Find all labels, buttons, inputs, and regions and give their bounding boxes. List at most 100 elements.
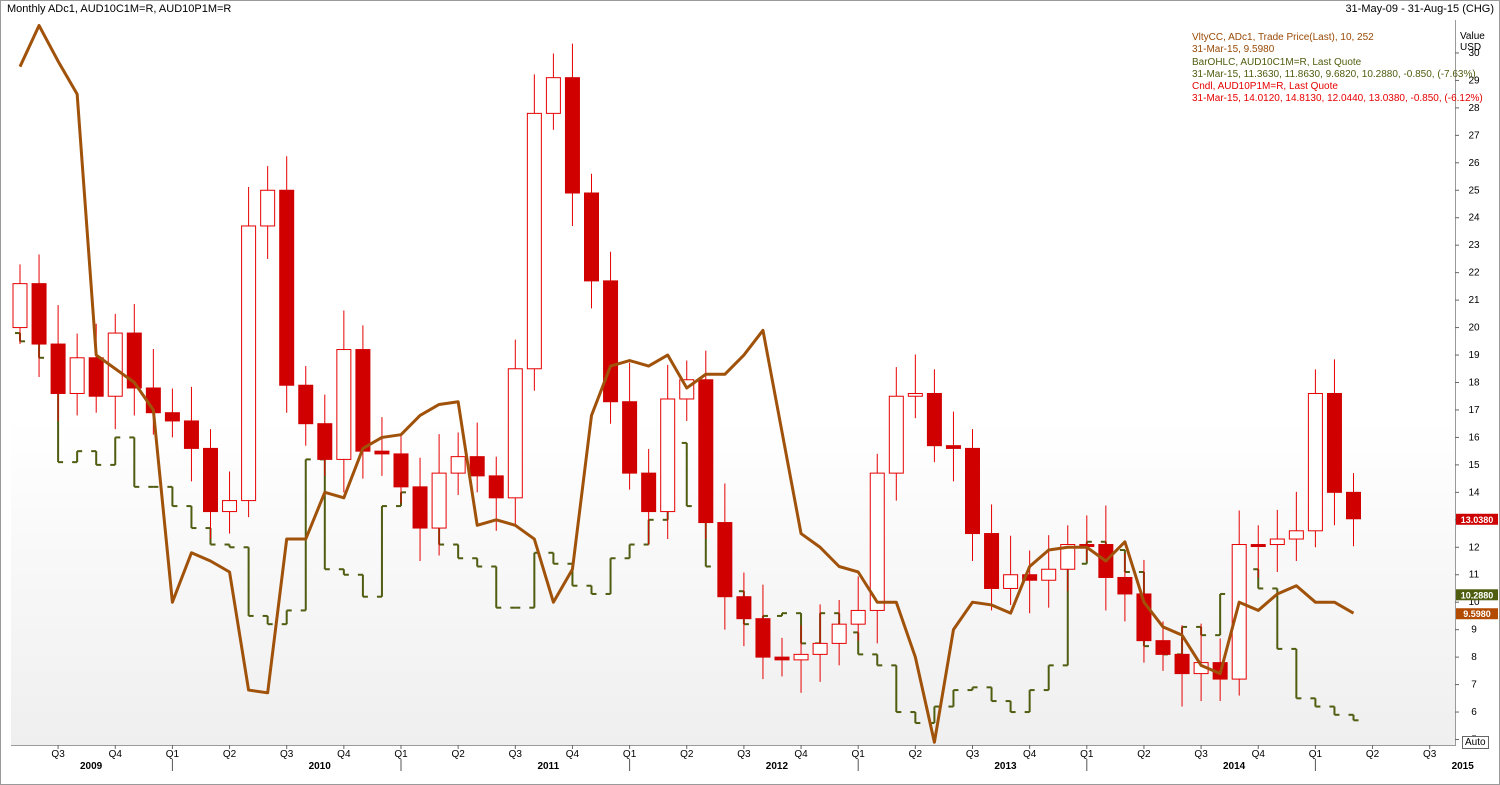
- candle: [260, 189, 276, 227]
- x-year-label: 2010: [309, 761, 332, 772]
- x-quarter-label: Q2: [451, 749, 465, 760]
- candle: [1346, 491, 1361, 520]
- candle: [450, 456, 466, 474]
- last-value-tag: 10.2880: [1456, 589, 1498, 601]
- x-quarter-label: Q2: [1137, 749, 1151, 760]
- x-quarter-label: Q4: [566, 749, 580, 760]
- volatility-line: [18, 23, 1355, 744]
- y-tick-label: 29: [1468, 75, 1480, 86]
- candle: [1117, 576, 1133, 595]
- x-quarter-label: Q3: [737, 749, 751, 760]
- candle: [1269, 538, 1285, 546]
- y-tick-label: 9: [1471, 625, 1477, 636]
- candle: [641, 472, 657, 513]
- candle: [660, 398, 676, 513]
- x-quarter-label: Q2: [680, 749, 694, 760]
- y-tick-label: 15: [1468, 460, 1480, 471]
- candle: [88, 357, 104, 397]
- y-tick-label: 18: [1468, 378, 1480, 389]
- x-year-label: 2014: [1223, 761, 1246, 772]
- x-quarter-label: Q1: [1080, 749, 1094, 760]
- y-tick-label: 17: [1468, 405, 1480, 416]
- last-value-tag: 13.0380: [1456, 513, 1498, 525]
- candle: [126, 332, 142, 389]
- chart-title: Monthly ADc1, AUD10C1M=R, AUD10P1M=R: [7, 3, 232, 15]
- x-quarter-label: Q1: [852, 749, 866, 760]
- y-tick-label: 24: [1468, 213, 1480, 224]
- legend: VltyCC, ADc1, Trade Price(Last), 10, 252…: [1192, 32, 1483, 106]
- plot-area[interactable]: [11, 20, 1456, 746]
- candle: [412, 486, 428, 529]
- candle: [984, 533, 1000, 589]
- candle: [507, 368, 523, 499]
- x-quarter-label: Q4: [1023, 749, 1037, 760]
- x-year-label: 2011: [537, 761, 559, 772]
- legend-line-value: 31-Mar-15, 9.5980: [1192, 44, 1275, 56]
- y-tick-label: 26: [1468, 158, 1480, 169]
- x-quarter-label: Q3: [1423, 749, 1437, 760]
- candle-series: [12, 43, 1361, 707]
- candle: [50, 343, 66, 394]
- candle: [698, 379, 714, 524]
- candle: [1022, 574, 1038, 581]
- y-tick-label: 27: [1468, 130, 1480, 141]
- y-tick-label: 19: [1468, 350, 1480, 361]
- auto-scale-button[interactable]: Auto: [1462, 736, 1489, 749]
- candle: [1174, 653, 1190, 675]
- last-value-tag-text: 10.2880: [1461, 590, 1494, 600]
- y-tick-label: 14: [1468, 487, 1480, 498]
- x-quarter-label: Q2: [1366, 749, 1380, 760]
- x-quarter-label: Q1: [394, 749, 408, 760]
- candle: [1231, 544, 1247, 680]
- candle: [965, 447, 980, 535]
- last-value-tag-bg: [1456, 608, 1498, 620]
- candle: [488, 475, 504, 499]
- candle: [241, 225, 257, 502]
- y-tick-label: 21: [1468, 295, 1480, 306]
- y-tick-label: 12: [1468, 542, 1480, 553]
- x-quarter-label: Q4: [1252, 749, 1266, 760]
- y-tick-label: 10: [1468, 597, 1480, 608]
- x-quarter-label: Q3: [509, 749, 523, 760]
- candle: [1041, 568, 1057, 581]
- candle: [31, 283, 47, 345]
- x-quarter-label: Q3: [966, 749, 980, 760]
- candle: [812, 642, 828, 655]
- candle: [793, 653, 809, 661]
- candle: [1060, 544, 1076, 570]
- x-quarter-label: Q3: [51, 749, 65, 760]
- candle: [183, 420, 199, 449]
- x-year-label: 2013: [994, 761, 1017, 772]
- candle: [945, 445, 961, 449]
- y-tick-label: 25: [1468, 185, 1480, 196]
- candle: [355, 349, 371, 452]
- x-year-label: 2015: [1452, 761, 1475, 772]
- candle: [774, 656, 790, 661]
- x-quarter-label: Q2: [909, 749, 923, 760]
- candle: [831, 623, 847, 644]
- x-year-label: 2012: [766, 761, 789, 772]
- y-tick-label: 16: [1468, 432, 1480, 443]
- x-quarter-label: Q2: [223, 749, 237, 760]
- candle: [374, 450, 390, 455]
- candle: [12, 283, 28, 329]
- candle: [203, 447, 218, 513]
- y-axis-title-value: Value: [1460, 31, 1485, 42]
- legend-bar-name: BarOHLC, AUD10C1M=R, Last Quote: [1192, 56, 1362, 68]
- candle: [1155, 640, 1171, 655]
- x-quarter-label: Q3: [280, 749, 294, 760]
- candle: [1250, 544, 1266, 548]
- y-tick-label: 22: [1468, 268, 1480, 279]
- candle: [755, 618, 771, 658]
- y-axis-title: Value USD: [1460, 31, 1485, 53]
- date-range[interactable]: 31-May-09 - 31-Aug-15 (CHG): [1345, 3, 1494, 15]
- last-value-tag-text: 9.5980: [1463, 609, 1491, 619]
- y-tick-label: 11: [1469, 570, 1480, 581]
- x-quarter-label: Q1: [166, 749, 180, 760]
- last-value-tag: 9.5980: [1456, 608, 1498, 620]
- candle: [850, 609, 866, 625]
- last-value-tag-bg: [1456, 589, 1498, 601]
- candle: [1326, 392, 1342, 493]
- candle: [545, 77, 561, 114]
